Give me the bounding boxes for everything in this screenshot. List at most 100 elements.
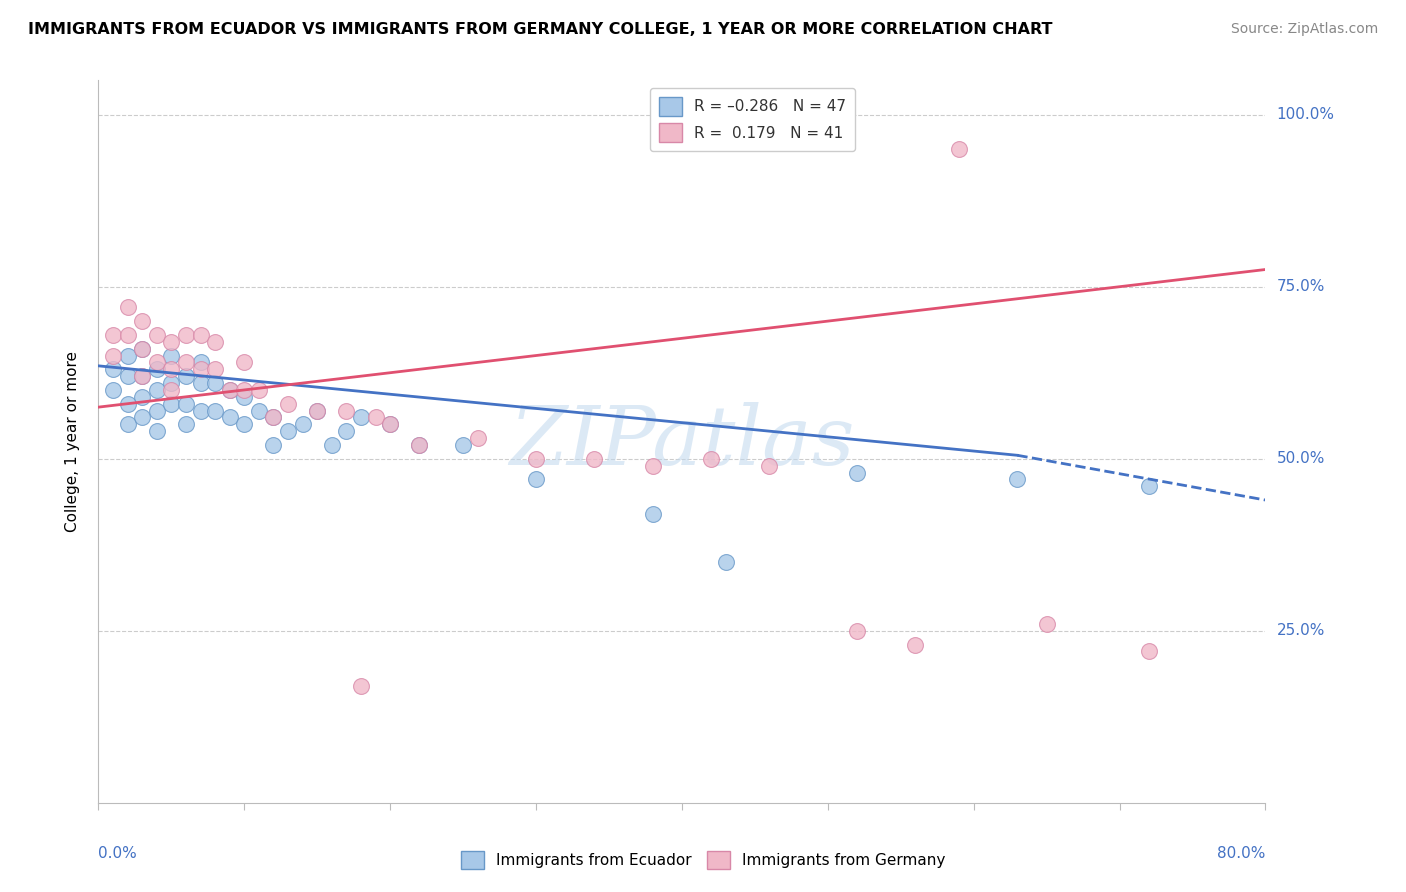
Point [335,424,357,438]
Point [146,362,169,376]
Point [408,438,430,452]
Point [408,438,430,452]
Point [190,327,212,342]
Point [131,410,153,425]
Point [233,383,256,397]
Point [948,142,970,156]
Point [364,410,387,425]
Point [190,355,212,369]
Point [233,417,256,432]
Point [291,417,314,432]
Point [335,403,357,417]
Point [117,417,139,432]
Point [160,362,183,376]
Point [160,383,183,397]
Point [204,362,226,376]
Point [350,410,373,425]
Point [160,349,183,363]
Point [277,397,299,411]
Point [160,376,183,390]
Point [321,438,343,452]
Point [233,390,256,404]
Text: 100.0%: 100.0% [1277,107,1334,122]
Point [524,451,547,466]
Point [700,451,723,466]
Point [146,424,169,438]
Point [131,369,153,384]
Point [904,638,927,652]
Point [117,327,139,342]
Point [160,397,183,411]
Text: 80.0%: 80.0% [1218,847,1265,861]
Point [1035,616,1057,631]
Point [1137,479,1160,493]
Point [101,349,124,363]
Text: Source: ZipAtlas.com: Source: ZipAtlas.com [1230,22,1378,37]
Point [190,362,212,376]
Point [583,451,606,466]
Point [131,342,153,356]
Text: 25.0%: 25.0% [1277,624,1324,639]
Point [204,403,226,417]
Point [204,376,226,390]
Point [846,466,869,480]
Point [641,507,664,521]
Point [131,342,153,356]
Text: 50.0%: 50.0% [1277,451,1324,467]
Point [174,369,197,384]
Point [1137,644,1160,658]
Point [160,334,183,349]
Point [101,383,124,397]
Text: ZIPatlas: ZIPatlas [509,401,855,482]
Point [218,383,240,397]
Point [146,383,169,397]
Point [350,679,373,693]
Point [117,349,139,363]
Legend: Immigrants from Ecuador, Immigrants from Germany: Immigrants from Ecuador, Immigrants from… [454,845,952,875]
Point [190,403,212,417]
Point [262,410,284,425]
Point [146,327,169,342]
Point [174,355,197,369]
Point [641,458,664,473]
Point [101,327,124,342]
Point [174,327,197,342]
Point [262,410,284,425]
Point [131,314,153,328]
Point [174,397,197,411]
Point [467,431,489,445]
Point [277,424,299,438]
Point [146,355,169,369]
Point [117,301,139,315]
Text: 0.0%: 0.0% [98,847,138,861]
Text: 75.0%: 75.0% [1277,279,1324,294]
Point [174,417,197,432]
Point [131,390,153,404]
Point [846,624,869,638]
Point [101,362,124,376]
Point [380,417,402,432]
Text: IMMIGRANTS FROM ECUADOR VS IMMIGRANTS FROM GERMANY COLLEGE, 1 YEAR OR MORE CORRE: IMMIGRANTS FROM ECUADOR VS IMMIGRANTS FR… [28,22,1053,37]
Point [380,417,402,432]
Legend: R = –0.286   N = 47, R =  0.179   N = 41: R = –0.286 N = 47, R = 0.179 N = 41 [650,88,855,151]
Point [247,383,270,397]
Point [714,555,737,569]
Point [218,410,240,425]
Point [1007,472,1029,486]
Point [524,472,547,486]
Point [262,438,284,452]
Y-axis label: College, 1 year or more: College, 1 year or more [65,351,80,532]
Point [204,334,226,349]
Point [117,369,139,384]
Point [190,376,212,390]
Point [758,458,780,473]
Point [247,403,270,417]
Point [233,355,256,369]
Point [307,403,329,417]
Point [218,383,240,397]
Point [451,438,474,452]
Point [307,403,329,417]
Point [131,369,153,384]
Point [146,403,169,417]
Point [117,397,139,411]
